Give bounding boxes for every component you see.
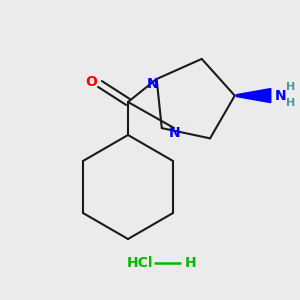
Text: N: N xyxy=(169,126,181,140)
Text: H: H xyxy=(286,82,296,92)
Polygon shape xyxy=(237,88,271,103)
Text: N: N xyxy=(275,88,286,103)
Text: HCl: HCl xyxy=(127,256,153,270)
Text: N: N xyxy=(147,77,158,91)
Text: H: H xyxy=(185,256,197,270)
Text: H: H xyxy=(286,98,296,108)
Text: O: O xyxy=(85,75,97,89)
